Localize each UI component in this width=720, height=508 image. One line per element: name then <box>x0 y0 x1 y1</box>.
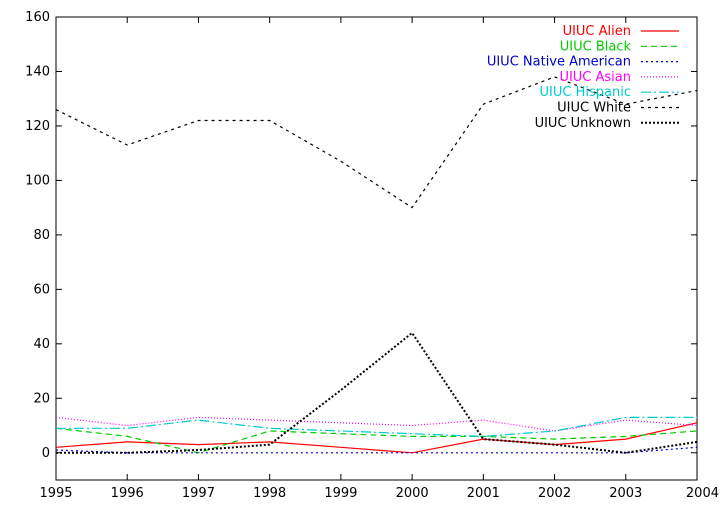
x-tick-label: 2003 <box>609 486 642 501</box>
x-tick-label: 2004 <box>686 486 719 501</box>
y-axis: 0 20 40 60 80 100 120 140 160 <box>25 10 697 461</box>
y-tick-label: 80 <box>33 228 50 243</box>
legend-label: UIUC Asian <box>559 70 631 85</box>
x-tick-label: 1996 <box>111 486 144 501</box>
x-tick-label: 2001 <box>467 486 500 501</box>
plot-area-frame <box>55 16 698 481</box>
legend-label: UIUC Native American <box>487 55 631 70</box>
legend-label: UIUC Alien <box>563 24 631 39</box>
x-tick-label: 2000 <box>396 486 429 501</box>
series-line-uiuc-native-american <box>55 446 698 454</box>
y-tick-label: 100 <box>25 173 50 188</box>
x-tick-label: 1995 <box>39 486 72 501</box>
series-line-uiuc-hispanic <box>56 416 697 438</box>
series-line-uiuc-white <box>55 76 698 209</box>
x-tick-label: 2002 <box>538 486 571 501</box>
x-tick-label: 1997 <box>182 486 215 501</box>
series-lines <box>55 76 698 454</box>
legend-label: UIUC Unknown <box>535 116 631 131</box>
y-tick-label: 120 <box>25 119 50 134</box>
y-tick-label: 0 <box>42 446 50 461</box>
series-line-uiuc-unknown <box>56 331 698 454</box>
legend-label: UIUC White <box>557 101 631 116</box>
y-tick-label: 160 <box>25 10 50 25</box>
y-tick-label: 20 <box>33 391 50 406</box>
x-tick-label: 1999 <box>324 486 357 501</box>
x-axis: 1995 1996 1997 1998 1999 2000 2001 2002 2003 2004 <box>39 17 719 501</box>
legend-label: UIUC Hispanic <box>540 85 631 100</box>
x-tick-label: 1998 <box>253 486 286 501</box>
y-tick-label: 40 <box>33 337 50 352</box>
y-tick-label: 60 <box>33 282 50 297</box>
series-line-uiuc-alien <box>55 422 698 454</box>
y-tick-label: 140 <box>25 64 50 79</box>
legend-label: UIUC Black <box>560 39 632 54</box>
series-line-uiuc-asian <box>55 416 698 432</box>
